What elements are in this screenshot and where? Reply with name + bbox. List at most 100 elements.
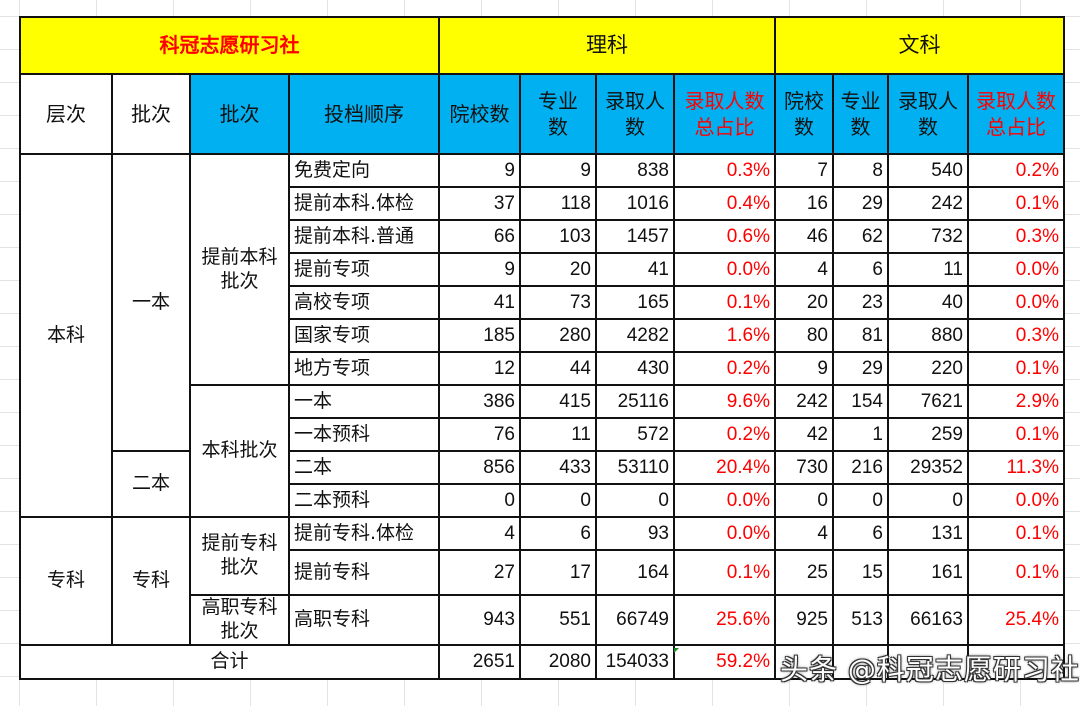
sci-schools: 4 (438, 516, 521, 551)
group-header-science: 理科 (438, 16, 776, 75)
arts-admitted: 66163 (887, 594, 969, 646)
arts-majors: 15 (832, 549, 889, 596)
col-header-arts-schools: 院校数 (774, 73, 834, 155)
arts-schools: 7 (774, 153, 834, 188)
sci-admitted: 1016 (595, 186, 675, 221)
col-header-batch2: 批次 (189, 73, 290, 155)
order-cell: 二本预科 (288, 483, 440, 518)
order-cell: 一本 (288, 384, 440, 419)
order-cell: 国家专项 (288, 318, 440, 353)
arts-share: 2.9% (967, 384, 1065, 419)
total-arts-admitted (887, 644, 969, 680)
total-arts-schools (774, 644, 834, 680)
table-title: 科冠志愿研习社 (19, 16, 440, 75)
sci-majors: 20 (519, 252, 597, 287)
arts-share: 0.0% (967, 252, 1065, 287)
arts-admitted: 220 (887, 351, 969, 386)
sci-admitted: 53110 (595, 450, 675, 485)
table-row: 国家专项 185 280 4282 1.6% 80 81 880 0.3% (20, 318, 1065, 353)
sci-schools: 0 (438, 483, 521, 518)
arts-schools: 42 (774, 417, 834, 452)
order-cell: 高校专项 (288, 285, 440, 320)
sci-schools: 37 (438, 186, 521, 221)
col-header-sci-schools: 院校数 (438, 73, 521, 155)
sci-majors: 118 (519, 186, 597, 221)
order-cell: 提前专科 (288, 549, 440, 596)
arts-majors: 29 (832, 351, 889, 386)
arts-admitted: 540 (887, 153, 969, 188)
col-header-level: 层次 (19, 73, 113, 155)
arts-share: 0.1% (967, 186, 1065, 221)
arts-admitted: 242 (887, 186, 969, 221)
arts-schools: 4 (774, 516, 834, 551)
arts-majors: 1 (832, 417, 889, 452)
total-sci-admitted: 154033 (595, 644, 675, 680)
sci-majors: 17 (519, 549, 597, 596)
total-sci-schools: 2651 (438, 644, 521, 680)
arts-admitted: 732 (887, 219, 969, 254)
col-header-sci-majors: 专业数 (519, 73, 597, 155)
sci-majors: 44 (519, 351, 597, 386)
arts-schools: 25 (774, 549, 834, 596)
arts-share: 25.4% (967, 594, 1065, 646)
order-cell: 一本预科 (288, 417, 440, 452)
sci-majors: 551 (519, 594, 597, 646)
table-row: 专科 专科 提前专科批次 提前专科.体检 4 6 93 0.0% 4 6 131… (19, 516, 1065, 646)
arts-share: 0.1% (967, 351, 1065, 386)
arts-schools: 16 (774, 186, 834, 221)
sci-majors: 280 (519, 318, 597, 353)
sci-admitted: 66749 (595, 594, 675, 646)
arts-schools: 242 (774, 384, 834, 419)
sci-share: 0.6% (673, 219, 776, 254)
sci-majors: 415 (519, 384, 597, 419)
arts-admitted: 880 (887, 318, 969, 353)
order-cell: 提前本科.普通 (288, 219, 440, 254)
watermark: 头条 @科冠志愿研习社 (780, 653, 1080, 686)
table-row: 高校专项 41 73 165 0.1% 20 23 40 0.0% (20, 285, 1065, 320)
sci-schools: 27 (438, 549, 521, 596)
sci-share: 1.6% (673, 318, 776, 353)
sci-share: 0.0% (673, 483, 776, 518)
batch-tiqian-zhuanke: 提前专科批次 (189, 516, 290, 596)
order-cell: 高职专科 (288, 594, 440, 646)
arts-admitted: 0 (887, 483, 969, 518)
arts-share: 0.1% (967, 516, 1065, 551)
table-row: 本科批次 一本 386 415 25116 9.6% 242 154 7621 … (20, 384, 1065, 518)
arts-admitted: 11 (887, 252, 969, 287)
table-row: 提前专科 27 17 164 0.1% 25 15 161 0.1% (20, 549, 1065, 596)
arts-schools: 0 (774, 483, 834, 518)
sci-share: 0.1% (673, 549, 776, 596)
col-header-batch: 批次 (111, 73, 191, 155)
arts-schools: 730 (774, 450, 834, 485)
sci-admitted: 1457 (595, 219, 675, 254)
sci-share: 25.6% (673, 594, 776, 646)
col-header-order: 投档顺序 (288, 73, 440, 155)
sci-share: 0.4% (673, 186, 776, 221)
col-header-arts-majors: 专业数 (832, 73, 889, 155)
sci-schools: 76 (438, 417, 521, 452)
sci-schools: 856 (438, 450, 521, 485)
arts-majors: 29 (832, 186, 889, 221)
sci-schools: 943 (438, 594, 521, 646)
sci-majors: 6 (519, 516, 597, 551)
batch-gaozhi-zhuanke: 高职专科批次 (189, 594, 290, 646)
sci-share: 0.1% (673, 285, 776, 320)
table-row: 一本预科 76 11 572 0.2% 42 1 259 0.1% (20, 417, 1065, 452)
level-zhuanke: 专科 (19, 516, 113, 646)
sci-majors: 11 (519, 417, 597, 452)
col-header-arts-share: 录取人数总占比 (967, 73, 1065, 155)
table-row: 二本预科 0 0 0 0.0% 0 0 0 0.0% (20, 483, 1065, 518)
total-row: 合计 2651 2080 154033 59.2% (19, 644, 1065, 680)
arts-share: 0.1% (967, 549, 1065, 596)
sci-schools: 9 (438, 252, 521, 287)
arts-majors: 62 (832, 219, 889, 254)
sci-admitted: 430 (595, 351, 675, 386)
sci-share: 0.3% (673, 153, 776, 188)
batch-tiqian-benke: 提前本科批次 (189, 153, 290, 386)
sci-schools: 9 (438, 153, 521, 188)
sci-majors: 73 (519, 285, 597, 320)
arts-admitted: 259 (887, 417, 969, 452)
group-header-arts: 文科 (774, 16, 1065, 75)
arts-admitted: 29352 (887, 450, 969, 485)
admission-table: 科冠志愿研习社 理科 文科 层次 批次 批次 投档顺序 院校数 专业数 录取人数… (19, 16, 1065, 680)
